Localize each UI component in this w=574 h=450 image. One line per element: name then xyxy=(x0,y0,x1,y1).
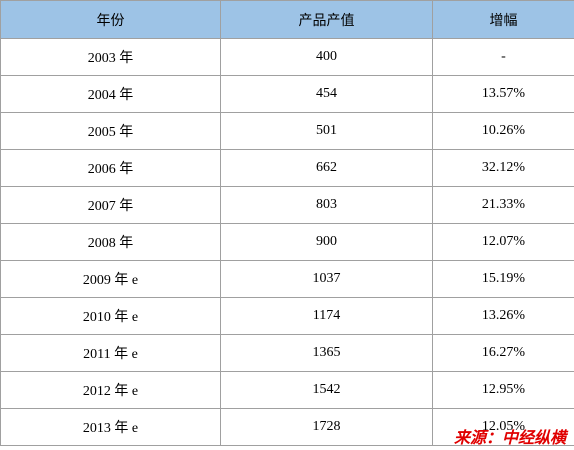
table-cell: 2004 年 xyxy=(0,75,221,113)
table-body: 2003 年 400-2004 年 454 13.57% 2005 年 501 10.26%… xyxy=(0,38,574,446)
table-cell: - xyxy=(432,38,574,76)
header-row: 年份 产品产值 增幅 xyxy=(0,0,574,39)
table-cell: 662 xyxy=(220,149,433,187)
table-cell: 454 xyxy=(220,75,433,113)
table-cell: 2012 年 e xyxy=(0,371,221,409)
table-cell: 400 xyxy=(220,38,433,76)
table-cell: 803 xyxy=(220,186,433,224)
table-row: 2003 年 400- xyxy=(0,38,574,76)
table-cell: 1174 xyxy=(220,297,433,335)
table-cell: 900 xyxy=(220,223,433,261)
table-cell: 2010 年 e xyxy=(0,297,221,335)
table-cell: 10.26% xyxy=(432,112,574,150)
table-row: 2004 年 454 13.57% xyxy=(0,75,574,113)
table-row: 2012 年 e 1542 12.95% xyxy=(0,371,574,409)
table-cell: 1365 xyxy=(220,334,433,372)
table-cell: 21.33% xyxy=(432,186,574,224)
table-cell: 2011 年 e xyxy=(0,334,221,372)
table-row: 2011 年 e 1365 16.27% xyxy=(0,334,574,372)
table-cell: 501 xyxy=(220,112,433,150)
table-cell: 2009 年 e xyxy=(0,260,221,298)
table-cell: 1542 xyxy=(220,371,433,409)
table-row: 2005 年 501 10.26% xyxy=(0,112,574,150)
table-cell: 13.26% xyxy=(432,297,574,335)
table-cell: 1037 xyxy=(220,260,433,298)
table-cell: 16.27% xyxy=(432,334,574,372)
table-cell: 15.19% xyxy=(432,260,574,298)
table-cell: 13.57% xyxy=(432,75,574,113)
header-cell: 年份 xyxy=(0,0,221,39)
table-cell: 1728 xyxy=(220,408,433,446)
source-note: 来源：中经纵横 xyxy=(453,428,566,447)
header-cell: 增幅 xyxy=(432,0,574,39)
table-cell: 32.12% xyxy=(432,149,574,187)
table-cell: 12.95% xyxy=(432,371,574,409)
table-row: 2008 年 900 12.07% xyxy=(0,223,574,261)
table-row: 2009 年 e 1037 15.19% xyxy=(0,260,574,298)
table-cell: 12.07% xyxy=(432,223,574,261)
table-cell: 2003 年 xyxy=(0,38,221,76)
table-row: 2010 年 e 1174 13.26% xyxy=(0,297,574,335)
table-cell: 2006 年 xyxy=(0,149,221,187)
table-row: 2007 年 803 21.33% xyxy=(0,186,574,224)
table-cell: 2005 年 xyxy=(0,112,221,150)
table-row: 2006 年 662 32.12% xyxy=(0,149,574,187)
table-cell: 2007 年 xyxy=(0,186,221,224)
table-cell: 2013 年 e xyxy=(0,408,221,446)
header-cell: 产品产值 xyxy=(220,0,433,39)
table-cell: 2008 年 xyxy=(0,223,221,261)
